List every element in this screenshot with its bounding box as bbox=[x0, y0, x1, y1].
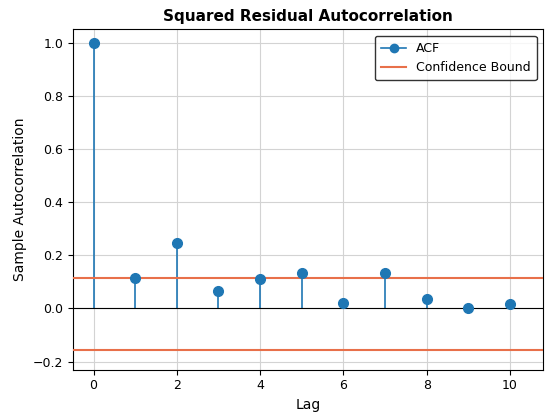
Y-axis label: Sample Autocorrelation: Sample Autocorrelation bbox=[13, 118, 27, 281]
Legend: ACF, Confidence Bound: ACF, Confidence Bound bbox=[375, 36, 537, 80]
X-axis label: Lag: Lag bbox=[295, 398, 321, 412]
Title: Squared Residual Autocorrelation: Squared Residual Autocorrelation bbox=[163, 9, 453, 24]
